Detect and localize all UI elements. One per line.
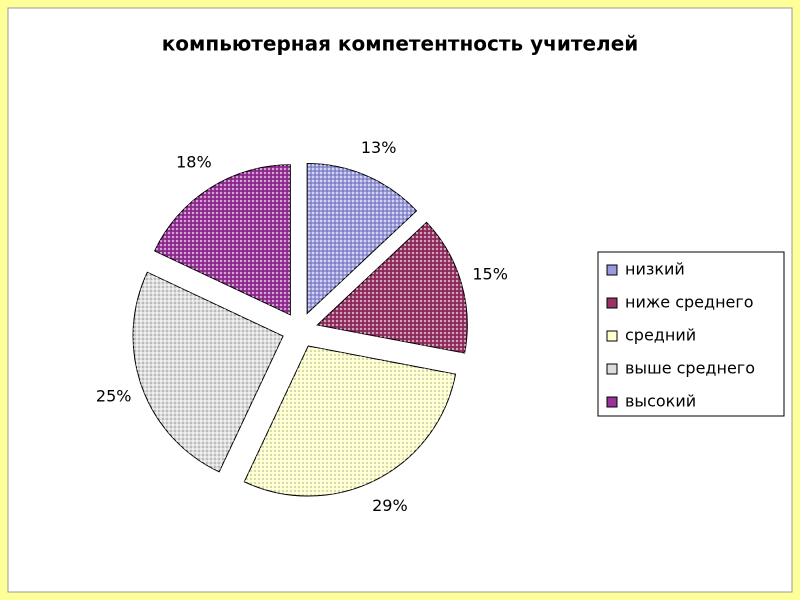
legend [597,251,785,417]
slice-pattern [133,272,284,472]
data-label: 15% [472,264,508,283]
chart-title: компьютерная компетентность учителей [162,32,639,56]
legend-label: средний [625,326,696,345]
legend-swatch [606,264,618,276]
legend-swatch [606,363,618,375]
slice-pattern [154,164,291,315]
legend-label: выше среднего [625,359,755,378]
legend-label: ниже среднего [625,293,754,312]
slice-pattern [317,222,468,354]
data-label: 25% [96,387,132,406]
legend-label: низкий [625,260,685,279]
legend-swatch [606,396,618,408]
data-label: 29% [372,496,408,515]
data-label: 18% [176,152,212,171]
legend-swatch [606,297,618,309]
legend-swatch [606,330,618,342]
legend-label: высокий [625,392,696,411]
slice-pattern [244,346,456,497]
slice-pattern [307,163,417,314]
data-label: 13% [361,138,397,157]
